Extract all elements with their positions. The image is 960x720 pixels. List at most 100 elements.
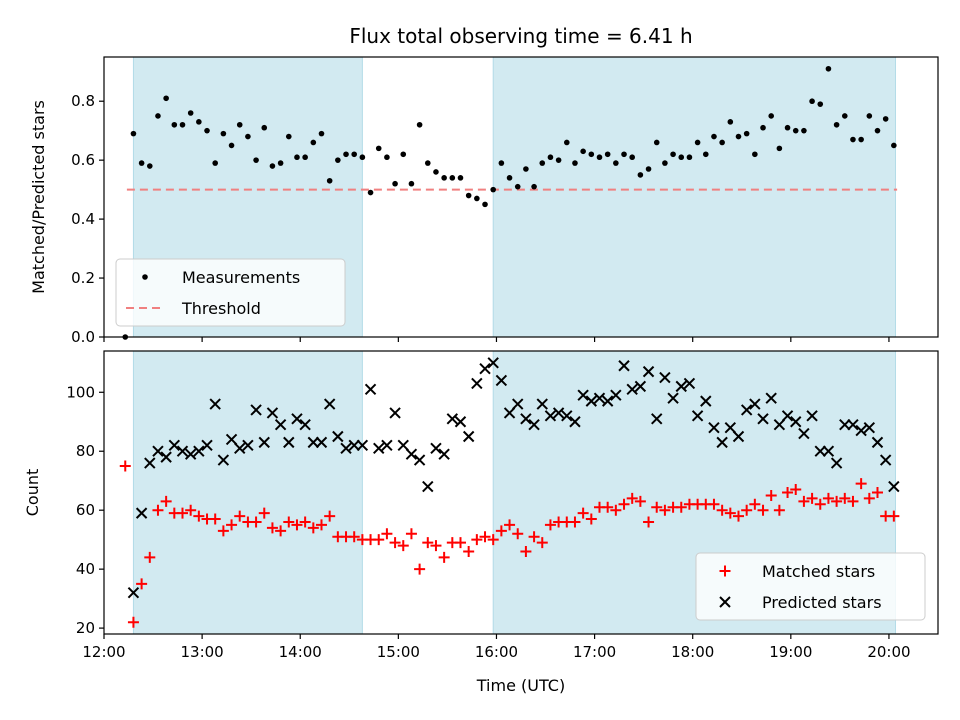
matched-point: [307, 522, 319, 534]
legend-label: Matched stars: [762, 562, 875, 581]
measurement-point: [711, 133, 717, 140]
measurement-point: [138, 160, 145, 166]
panel-counts: 12:00 13:00 14:00 15:00 16:00 17:00 18:00 19:00…: [23, 350, 939, 661]
matched-point: [397, 540, 409, 552]
x-axis-title: Time (UTC): [476, 676, 565, 695]
measurement-point: [367, 189, 374, 196]
measurement-point: [171, 121, 178, 128]
predicted-point: [888, 480, 900, 493]
predicted-point: [135, 507, 148, 519]
predicted-point: [569, 416, 581, 428]
y-tick-label: 0.4: [71, 210, 95, 228]
matched-point: [217, 525, 229, 537]
predicted-point: [471, 377, 483, 390]
matched-point: [127, 616, 139, 628]
measurement-point: [441, 175, 447, 181]
predicted-point: [479, 362, 491, 375]
measurement-point: [220, 130, 227, 137]
measurement-point: [228, 142, 235, 149]
predicted-point: [348, 439, 360, 452]
matched-point: [479, 531, 491, 543]
predicted-point: [381, 439, 393, 452]
measurement-point: [588, 151, 595, 158]
predicted-point: [274, 418, 287, 431]
predicted-point: [250, 404, 262, 416]
measurement-point: [604, 151, 611, 158]
legend-label: Measurements: [182, 268, 300, 287]
predicted-point: [193, 445, 205, 457]
matched-point: [675, 501, 687, 513]
measurement-point: [408, 180, 415, 187]
matched-point: [487, 534, 499, 546]
matched-point: [144, 551, 156, 563]
measurement-point: [727, 119, 734, 125]
observing-window: [492, 56, 896, 338]
measurement-point: [645, 166, 652, 172]
predicted-point: [184, 448, 197, 460]
matched-point: [185, 504, 197, 516]
x-tick-label: 20:00: [867, 643, 910, 661]
predicted-point: [691, 410, 704, 422]
legend-label: Threshold: [181, 299, 261, 318]
predicted-point: [160, 451, 172, 463]
measurement-point: [302, 154, 308, 161]
predicted-point: [528, 418, 540, 431]
measurement-point: [236, 121, 243, 128]
predicted-point: [176, 445, 189, 457]
predicted-point: [512, 398, 524, 410]
matched-point: [454, 537, 466, 549]
matched-point: [724, 507, 736, 519]
x-tick-label: 15:00: [377, 643, 420, 661]
predicted-point: [283, 436, 295, 449]
y-axis-title: Count: [23, 469, 42, 517]
legend-marker-predicted: [719, 596, 731, 608]
predicted-point: [879, 454, 892, 466]
predicted-point: [790, 416, 802, 428]
y-tick-label: 80: [76, 442, 95, 460]
matched-point: [381, 528, 393, 540]
measurement-point: [719, 139, 725, 146]
predicted-point: [234, 442, 246, 454]
x-tick-label: 13:00: [181, 643, 224, 661]
predicted-point: [266, 407, 279, 419]
measurement-point: [253, 157, 259, 163]
y-axis-title: Matched/Predicted stars: [29, 100, 48, 294]
measurement-point: [474, 195, 480, 202]
matched-point: [176, 507, 188, 519]
measurement-point: [801, 127, 807, 134]
measurement-point: [310, 139, 317, 146]
matched-point: [749, 498, 761, 510]
matched-point: [291, 519, 303, 531]
predicted-point: [397, 439, 409, 452]
predicted-point: [454, 416, 467, 428]
predicted-point: [781, 410, 794, 422]
measurement-point: [375, 145, 382, 152]
measurement-point: [245, 133, 251, 140]
legend-label: Predicted stars: [762, 593, 882, 612]
matched-point: [871, 487, 883, 498]
predicted-point: [708, 421, 720, 434]
predicted-point: [209, 398, 221, 410]
predicted-point: [610, 389, 622, 401]
predicted-point: [544, 410, 557, 422]
measurement-point: [678, 154, 685, 161]
y-tick-label: 20: [76, 619, 95, 637]
matched-point: [610, 504, 622, 516]
predicted-point: [495, 374, 508, 387]
matched-point: [405, 528, 417, 540]
y-tick-label: 60: [76, 501, 95, 519]
predicted-point: [242, 439, 254, 452]
predicted-point: [839, 418, 851, 431]
matched-point: [471, 534, 483, 546]
matched-point: [422, 537, 434, 549]
matched-point: [626, 492, 638, 504]
matched-point: [119, 460, 131, 472]
predicted-point: [520, 413, 532, 425]
measurement-point: [817, 101, 824, 107]
predicted-point: [593, 392, 606, 404]
measurement-point: [465, 192, 472, 199]
measurement-point: [204, 127, 210, 134]
matched-point: [373, 534, 385, 546]
matched-point: [716, 504, 728, 516]
predicted-point: [201, 439, 213, 452]
